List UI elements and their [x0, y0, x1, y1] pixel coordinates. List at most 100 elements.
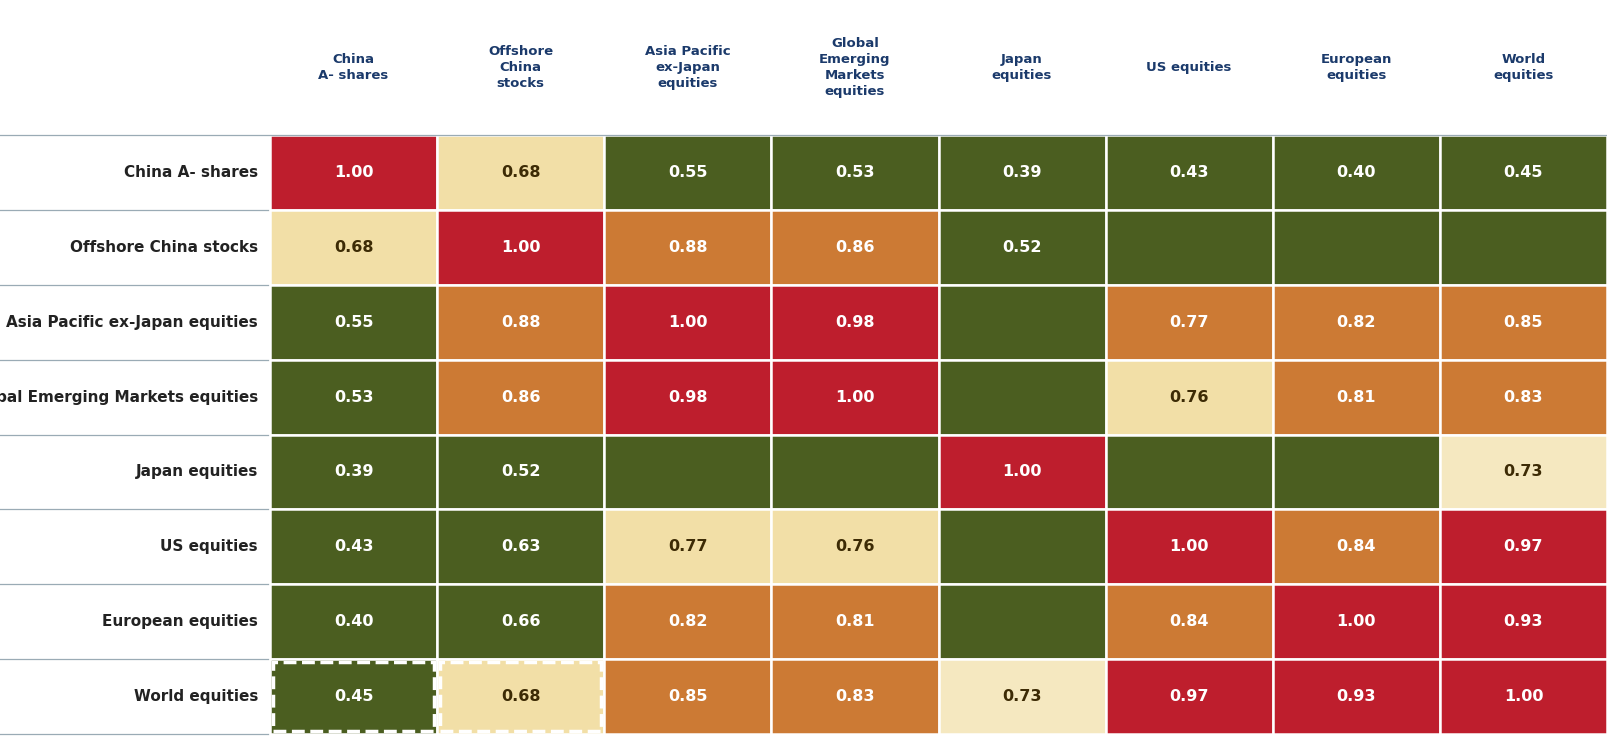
- Bar: [604, 285, 771, 359]
- Text: 1.00: 1.00: [334, 165, 373, 180]
- Text: Offshore
China
stocks: Offshore China stocks: [489, 45, 553, 90]
- Bar: [1440, 584, 1607, 659]
- Text: 0.93: 0.93: [1504, 614, 1543, 629]
- Bar: [437, 359, 604, 435]
- Text: 1.00: 1.00: [669, 314, 707, 329]
- Bar: [440, 662, 601, 731]
- Text: 0.63: 0.63: [1003, 314, 1041, 329]
- Text: Global Emerging Markets equities: Global Emerging Markets equities: [0, 390, 259, 405]
- Text: 0.63: 0.63: [501, 539, 540, 554]
- Bar: [1106, 135, 1273, 210]
- Bar: [604, 210, 771, 285]
- Text: 0.63: 0.63: [669, 465, 707, 480]
- Text: 0.45: 0.45: [334, 689, 373, 704]
- Bar: [270, 359, 437, 435]
- Text: US equities: US equities: [161, 539, 259, 554]
- Bar: [604, 509, 771, 584]
- Bar: [771, 285, 938, 359]
- Bar: [273, 662, 434, 731]
- Bar: [1273, 584, 1440, 659]
- Text: 0.77: 0.77: [669, 539, 707, 554]
- Bar: [1273, 285, 1440, 359]
- Text: 0.68: 0.68: [501, 689, 540, 704]
- Text: 0.73: 0.73: [1504, 465, 1543, 480]
- Text: 0.81: 0.81: [1337, 390, 1376, 405]
- Text: 0.68: 0.68: [501, 165, 540, 180]
- Bar: [437, 584, 604, 659]
- Bar: [1440, 135, 1607, 210]
- Bar: [604, 584, 771, 659]
- Text: 0.67: 0.67: [1003, 614, 1041, 629]
- Text: 0.39: 0.39: [1003, 165, 1041, 180]
- Bar: [1440, 285, 1607, 359]
- Text: 0.52: 0.52: [1003, 240, 1041, 255]
- Text: 0.82: 0.82: [669, 614, 707, 629]
- Text: European equities: European equities: [103, 614, 259, 629]
- Text: Japan
equities: Japan equities: [992, 53, 1053, 82]
- Bar: [771, 509, 938, 584]
- Text: 1.00: 1.00: [1003, 465, 1041, 480]
- Bar: [437, 509, 604, 584]
- Text: 1.00: 1.00: [501, 240, 540, 255]
- Text: 0.84: 0.84: [1337, 539, 1376, 554]
- Text: 0.76: 0.76: [1170, 390, 1208, 405]
- Bar: [1440, 359, 1607, 435]
- Bar: [270, 135, 437, 210]
- Bar: [437, 210, 604, 285]
- Text: 0.68: 0.68: [334, 240, 373, 255]
- Text: 0.86: 0.86: [501, 390, 540, 405]
- Text: 0.77: 0.77: [1170, 314, 1208, 329]
- Bar: [1440, 210, 1607, 285]
- Text: 0.53: 0.53: [836, 165, 874, 180]
- Text: Japan equities: Japan equities: [135, 465, 259, 480]
- Text: 0.93: 0.93: [1337, 689, 1376, 704]
- Bar: [1106, 659, 1273, 734]
- Bar: [1273, 509, 1440, 584]
- Bar: [1106, 359, 1273, 435]
- Bar: [437, 659, 604, 734]
- Bar: [270, 659, 437, 734]
- Bar: [938, 210, 1106, 285]
- Bar: [1106, 435, 1273, 509]
- Text: 0.55: 0.55: [334, 314, 373, 329]
- Text: 0.40: 0.40: [334, 614, 373, 629]
- Bar: [1106, 285, 1273, 359]
- Text: 0.39: 0.39: [334, 465, 373, 480]
- Bar: [270, 285, 437, 359]
- Text: 0.85: 0.85: [1504, 314, 1543, 329]
- Bar: [437, 285, 604, 359]
- Text: 0.66: 0.66: [1170, 465, 1208, 480]
- Bar: [771, 359, 938, 435]
- Bar: [604, 435, 771, 509]
- Bar: [1273, 659, 1440, 734]
- Bar: [1273, 435, 1440, 509]
- Text: 0.62: 0.62: [836, 465, 874, 480]
- Bar: [270, 509, 437, 584]
- Bar: [938, 135, 1106, 210]
- Bar: [1273, 135, 1440, 210]
- Bar: [1106, 509, 1273, 584]
- Text: 0.85: 0.85: [669, 689, 707, 704]
- Text: 0.73: 0.73: [1003, 689, 1041, 704]
- Bar: [270, 210, 437, 285]
- Text: World
equities: World equities: [1493, 53, 1554, 82]
- Text: 0.97: 0.97: [1504, 539, 1543, 554]
- Text: 0.66: 0.66: [1337, 240, 1376, 255]
- Text: 0.98: 0.98: [836, 314, 874, 329]
- Text: 0.43: 0.43: [1170, 165, 1208, 180]
- Text: 0.76: 0.76: [836, 539, 874, 554]
- Text: Asia Pacific ex-Japan equities: Asia Pacific ex-Japan equities: [6, 314, 259, 329]
- Bar: [270, 435, 437, 509]
- Text: China A- shares: China A- shares: [124, 165, 259, 180]
- Bar: [1106, 210, 1273, 285]
- Bar: [771, 659, 938, 734]
- Text: 0.88: 0.88: [501, 314, 540, 329]
- Text: 0.66: 0.66: [1003, 539, 1041, 554]
- Bar: [771, 135, 938, 210]
- Text: 0.84: 0.84: [1170, 614, 1208, 629]
- Text: 1.00: 1.00: [1170, 539, 1208, 554]
- Bar: [1440, 659, 1607, 734]
- Bar: [1440, 435, 1607, 509]
- Text: 1.00: 1.00: [1504, 689, 1543, 704]
- Text: 0.98: 0.98: [669, 390, 707, 405]
